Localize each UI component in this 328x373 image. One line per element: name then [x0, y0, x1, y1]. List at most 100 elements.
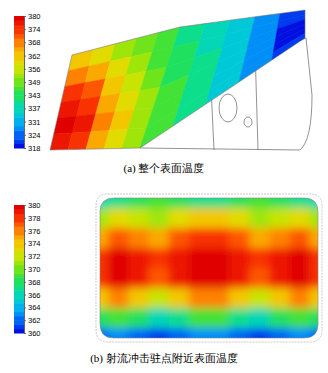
cell	[88, 288, 109, 309]
colorbar-band	[14, 226, 24, 231]
tick: 370	[24, 265, 41, 274]
body-outline	[140, 38, 312, 150]
cell	[249, 308, 270, 329]
colorbar-band	[14, 122, 24, 127]
colorbar: 380374368362356349343337331324318	[14, 12, 41, 153]
colorbar-band	[14, 290, 24, 295]
cell	[270, 248, 291, 269]
cell	[239, 52, 273, 82]
colorbar-band	[14, 34, 24, 39]
tick: 331	[24, 118, 41, 127]
tick: 378	[24, 214, 41, 223]
surface	[50, 10, 305, 150]
colorbar-band	[14, 73, 24, 78]
colorbar-band	[14, 209, 24, 214]
colorbar-band	[14, 29, 24, 34]
tick-label: 362	[28, 52, 41, 61]
colorbar-band	[14, 243, 24, 248]
tick-mark	[24, 42, 26, 43]
colorbar-band	[14, 82, 24, 87]
colorbar-band	[14, 214, 24, 219]
colorbar-band	[14, 56, 24, 61]
hole	[244, 117, 252, 127]
tick: 362	[24, 52, 41, 61]
colorbar-band	[14, 303, 24, 308]
cell	[310, 208, 328, 229]
cell	[290, 308, 311, 329]
tick: 374	[24, 25, 41, 34]
colorbar-band	[14, 286, 24, 291]
colorbar-band	[14, 307, 24, 312]
tick-mark	[24, 295, 26, 296]
cell	[310, 228, 328, 249]
colorbar-band	[14, 248, 24, 253]
cell	[189, 248, 210, 269]
cell	[249, 248, 270, 269]
tick-mark	[24, 69, 26, 70]
cell	[249, 208, 270, 229]
cell	[189, 208, 210, 229]
tick-label: 360	[28, 329, 41, 338]
cell	[189, 268, 210, 289]
colorbar-band	[14, 299, 24, 304]
colorbar-band	[14, 278, 24, 283]
colorbar-band	[14, 69, 24, 74]
cell	[128, 228, 149, 249]
cell	[149, 268, 170, 289]
cell	[140, 109, 178, 148]
colorbar-band	[14, 144, 24, 149]
cell	[290, 268, 311, 289]
tick-label: 376	[28, 227, 41, 236]
colorbar-band	[14, 312, 24, 317]
tick-mark	[24, 269, 26, 270]
tick-mark	[24, 82, 26, 83]
colorbar-band	[14, 295, 24, 300]
tick-mark	[24, 148, 26, 149]
cell	[149, 208, 170, 229]
cell	[108, 208, 129, 229]
tick-label: 364	[28, 303, 41, 312]
tick-mark	[24, 205, 26, 206]
outline	[96, 194, 322, 342]
cell	[229, 268, 250, 289]
colorbar-band	[14, 117, 24, 122]
cell	[108, 268, 129, 289]
tick-label: 372	[28, 252, 41, 261]
tick-label: 324	[28, 131, 41, 140]
tick-mark	[24, 108, 26, 109]
cell	[290, 248, 311, 269]
colorbar-band	[14, 273, 24, 278]
colorbar-band	[14, 42, 24, 47]
colorbar-band	[14, 329, 24, 334]
cell	[310, 328, 328, 349]
cell	[173, 90, 210, 126]
colorbar-band	[14, 86, 24, 91]
tick-label: 356	[28, 65, 41, 74]
colorbar-band	[14, 320, 24, 325]
cell	[310, 248, 328, 269]
tick-label: 370	[28, 265, 41, 274]
cell	[290, 288, 311, 309]
cell	[310, 308, 328, 329]
tick-label: 366	[28, 291, 41, 300]
cell	[270, 308, 291, 329]
cell	[189, 308, 210, 329]
colorbar-band	[14, 235, 24, 240]
cell	[88, 328, 109, 349]
tick-label: 380	[28, 201, 41, 210]
tick-mark	[24, 135, 26, 136]
colorbar-band	[14, 222, 24, 227]
cell	[229, 208, 250, 229]
cell	[189, 288, 210, 309]
colorbar-band	[14, 78, 24, 83]
cell	[209, 208, 230, 229]
cell	[249, 288, 270, 309]
cell	[128, 308, 149, 329]
colorbar-band	[14, 218, 24, 223]
tick-label: 318	[28, 144, 41, 153]
colorbar-axis: 380378376374372370368366364362360	[24, 201, 41, 338]
colorbar-band	[14, 205, 24, 210]
colorbar-band	[14, 135, 24, 140]
cell	[209, 308, 230, 329]
cell	[169, 268, 190, 289]
